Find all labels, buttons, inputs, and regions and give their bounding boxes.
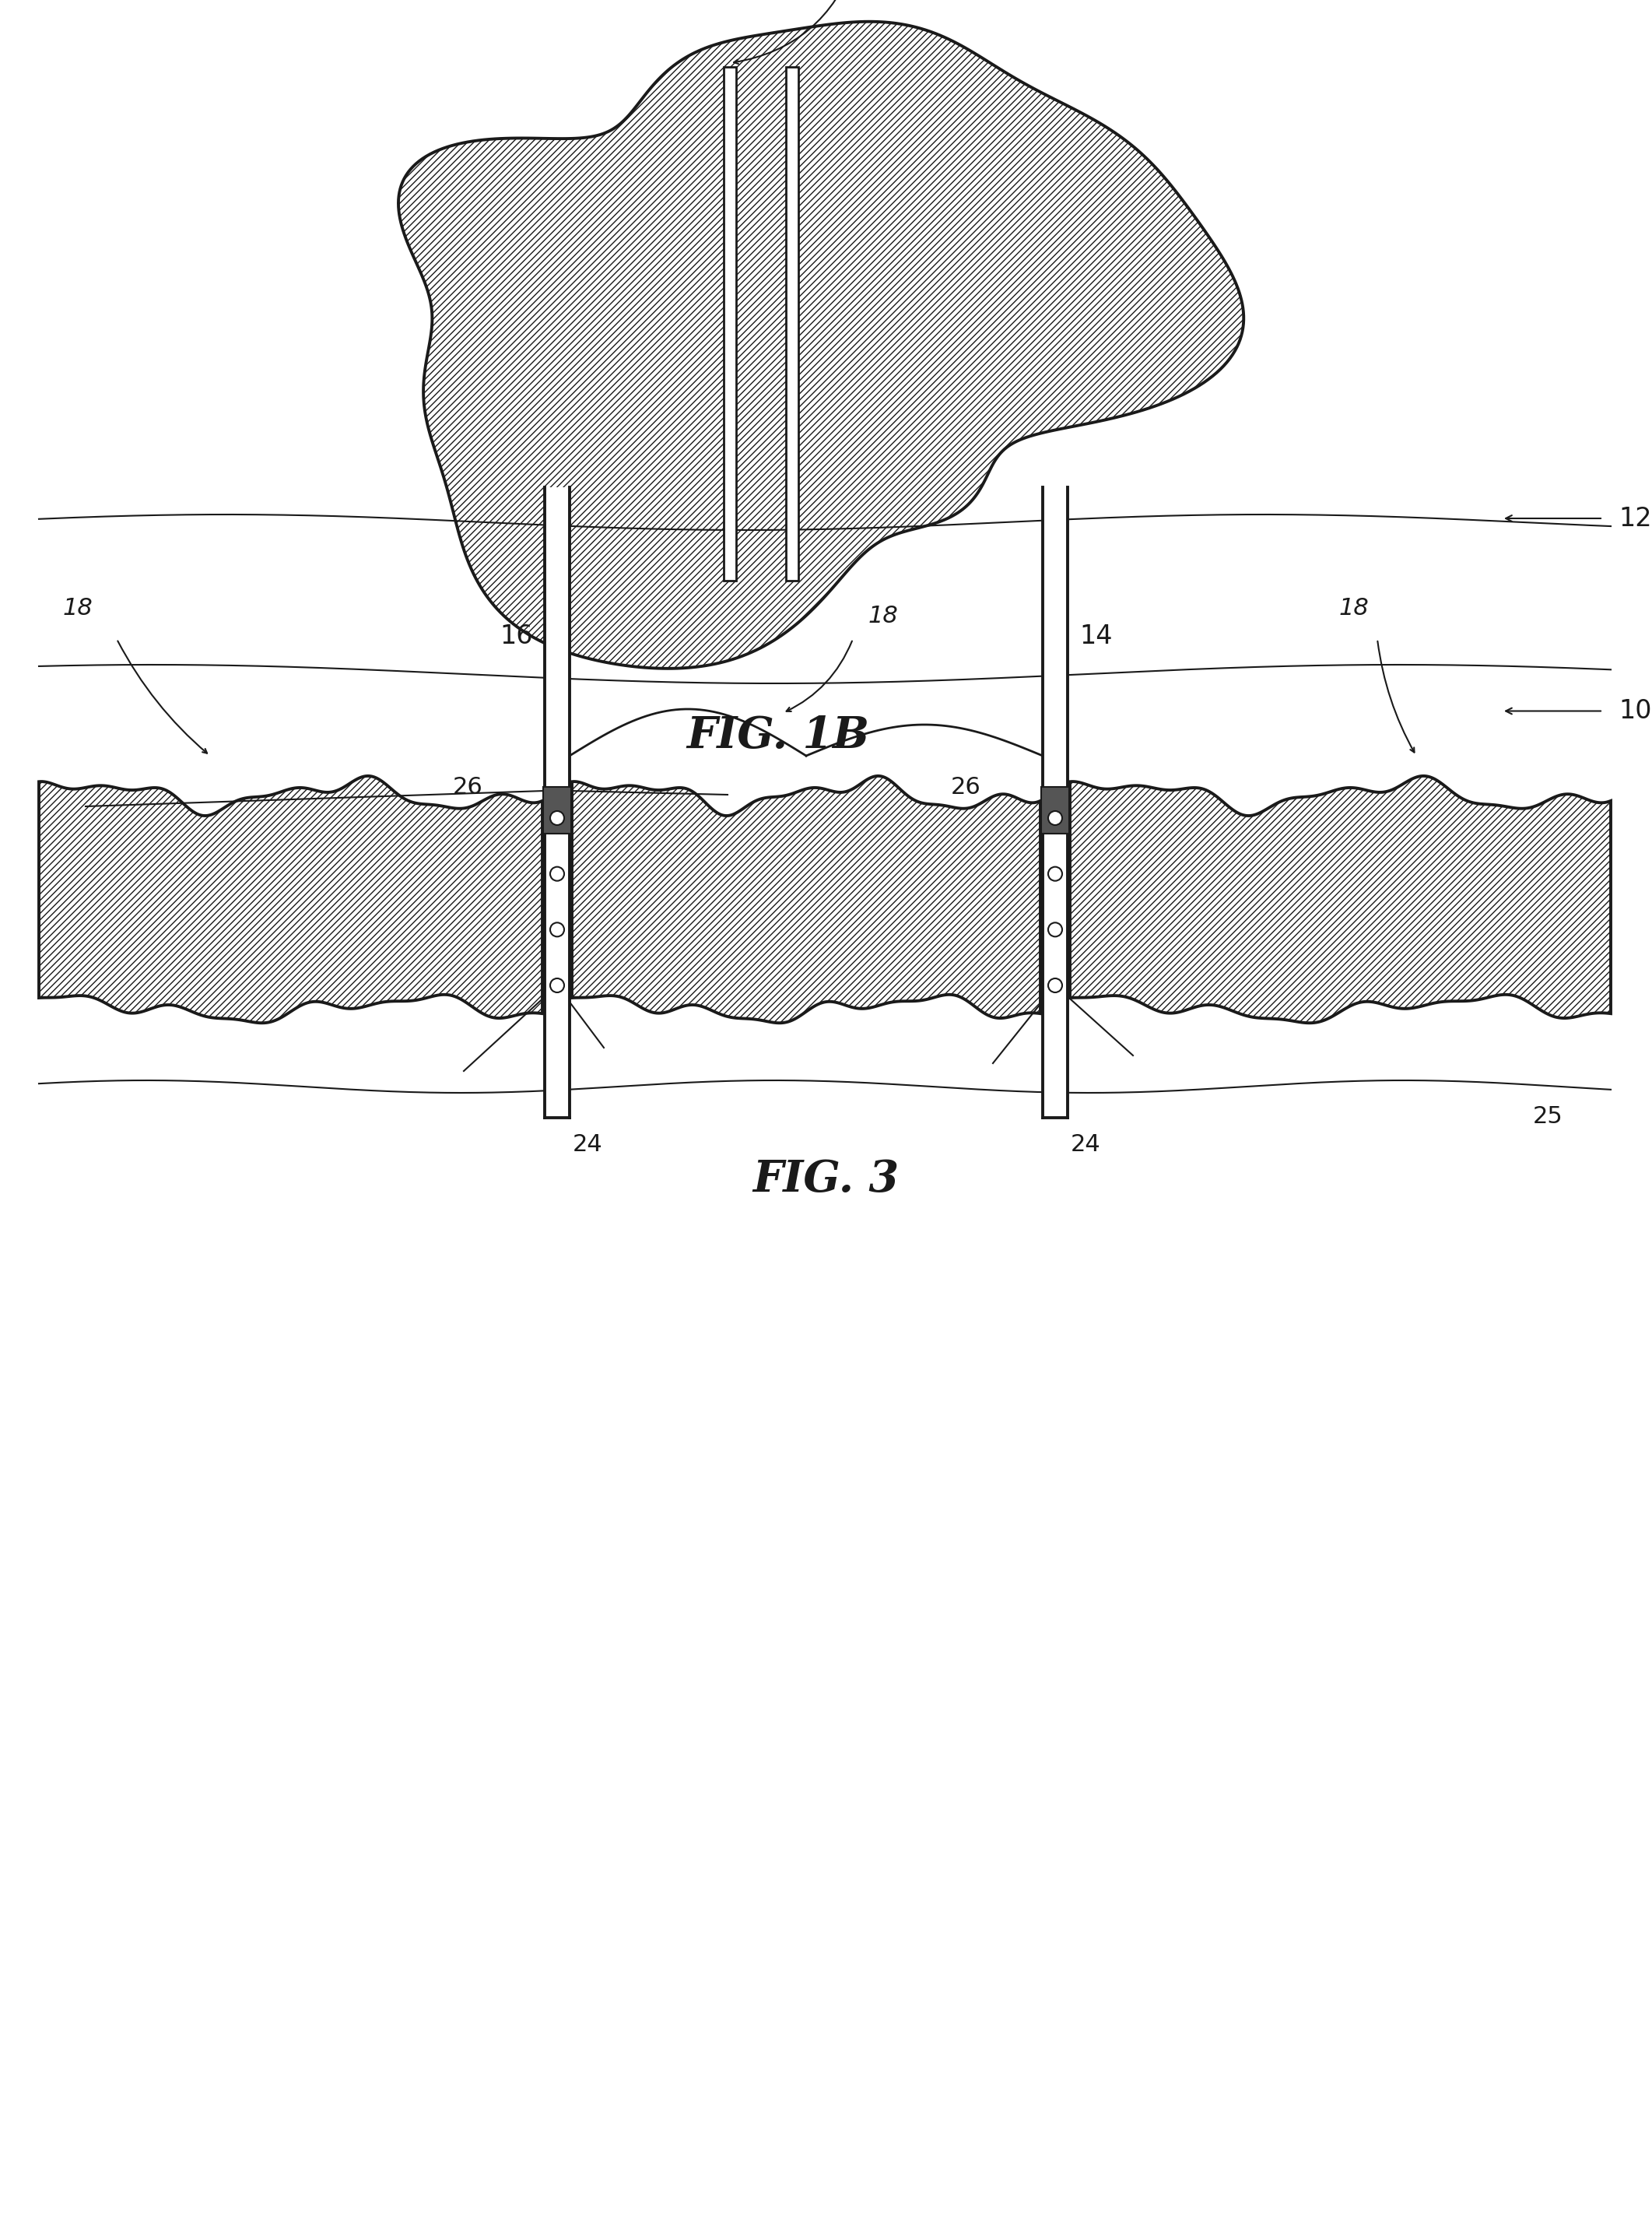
Polygon shape: [398, 22, 1244, 669]
Text: 18: 18: [869, 605, 899, 627]
Circle shape: [1047, 867, 1062, 880]
Text: 25: 25: [1533, 1105, 1563, 1127]
Text: FIG. 3: FIG. 3: [752, 1158, 899, 1200]
Polygon shape: [1070, 776, 1611, 1023]
Circle shape: [550, 978, 563, 991]
Text: 18: 18: [1338, 598, 1370, 620]
Text: FIG. 1B: FIG. 1B: [687, 716, 869, 758]
Text: 24: 24: [1070, 1134, 1100, 1156]
Bar: [786, 67, 798, 580]
Polygon shape: [40, 776, 542, 1023]
Polygon shape: [572, 776, 1041, 1023]
Bar: [544, 787, 572, 834]
Circle shape: [1047, 978, 1062, 991]
Text: 14: 14: [1079, 622, 1112, 649]
Circle shape: [550, 811, 563, 825]
Text: 18: 18: [63, 598, 93, 620]
Bar: [1041, 787, 1069, 834]
Text: 26: 26: [950, 776, 980, 798]
Text: 12: 12: [1619, 505, 1652, 531]
Bar: [545, 487, 570, 1118]
Text: 26: 26: [453, 776, 482, 798]
Bar: [724, 67, 737, 580]
Circle shape: [550, 867, 563, 880]
Bar: [1042, 487, 1067, 1118]
Circle shape: [550, 923, 563, 936]
Text: 16: 16: [501, 622, 534, 649]
Text: 10: 10: [1619, 698, 1652, 725]
Circle shape: [1047, 923, 1062, 936]
Circle shape: [1047, 811, 1062, 825]
Text: 24: 24: [573, 1134, 603, 1156]
